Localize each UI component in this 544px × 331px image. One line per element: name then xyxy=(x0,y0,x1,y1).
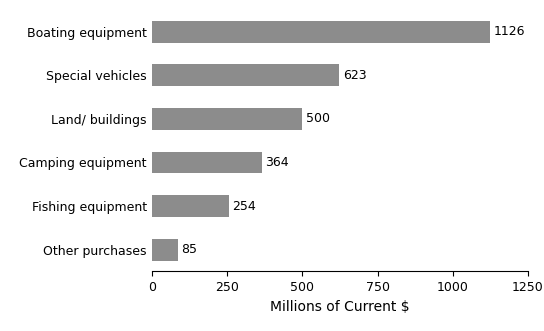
Text: 254: 254 xyxy=(232,200,256,213)
Bar xyxy=(152,152,262,173)
Bar xyxy=(152,108,302,130)
X-axis label: Millions of Current $: Millions of Current $ xyxy=(270,300,410,314)
Text: 1126: 1126 xyxy=(494,25,526,38)
Text: 500: 500 xyxy=(306,113,330,125)
Text: 364: 364 xyxy=(265,156,289,169)
Bar xyxy=(152,195,228,217)
Text: 623: 623 xyxy=(343,69,367,82)
Bar xyxy=(152,65,339,86)
Bar xyxy=(152,21,491,43)
Bar xyxy=(152,239,178,260)
Text: 85: 85 xyxy=(182,243,197,256)
